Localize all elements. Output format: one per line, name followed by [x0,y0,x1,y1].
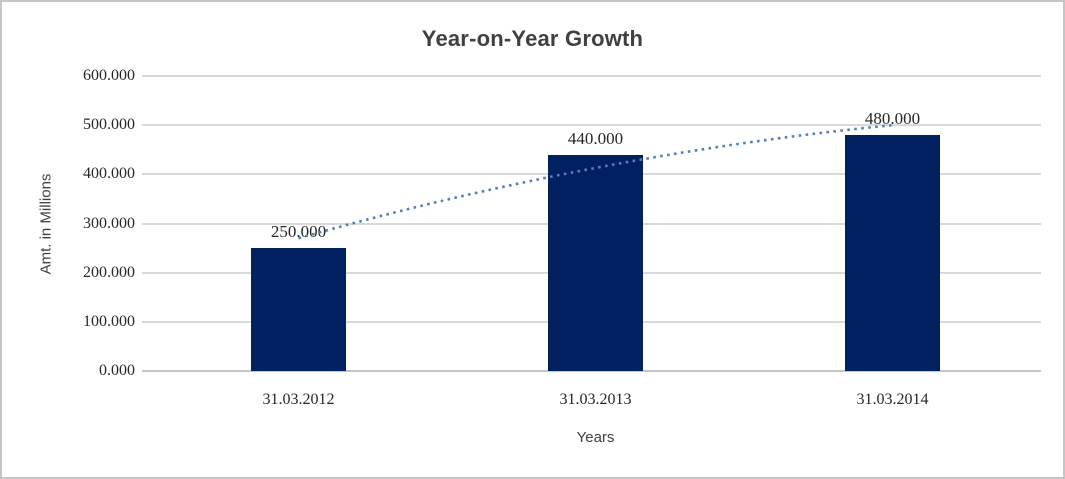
x-axis-title: Years [576,429,615,446]
bar [548,154,643,371]
y-tick-label: 100.000 [83,312,135,330]
chart-title: Year-on-Year Growth [421,26,644,51]
x-axis-line [142,370,1041,372]
y-tick-label: 500.000 [83,116,135,134]
y-tick-label: 600.000 [83,67,135,84]
y-tick-label: 400.000 [83,165,135,183]
y-tick-label: 300.000 [83,214,135,232]
x-tick-label: 31.03.2014 [856,391,929,408]
bar [251,248,346,371]
x-tick-label: 31.03.2012 [262,391,335,408]
bar-value-label: 480.000 [864,109,921,128]
bar-value-label: 440.000 [567,128,624,148]
y-tick-label: 0.000 [99,362,135,379]
gridline [142,75,1041,77]
x-tick-label: 31.03.2013 [559,391,632,408]
bar-value-label: 250.000 [270,222,327,242]
bar [845,135,940,371]
y-tick-label: 200.000 [83,263,135,281]
